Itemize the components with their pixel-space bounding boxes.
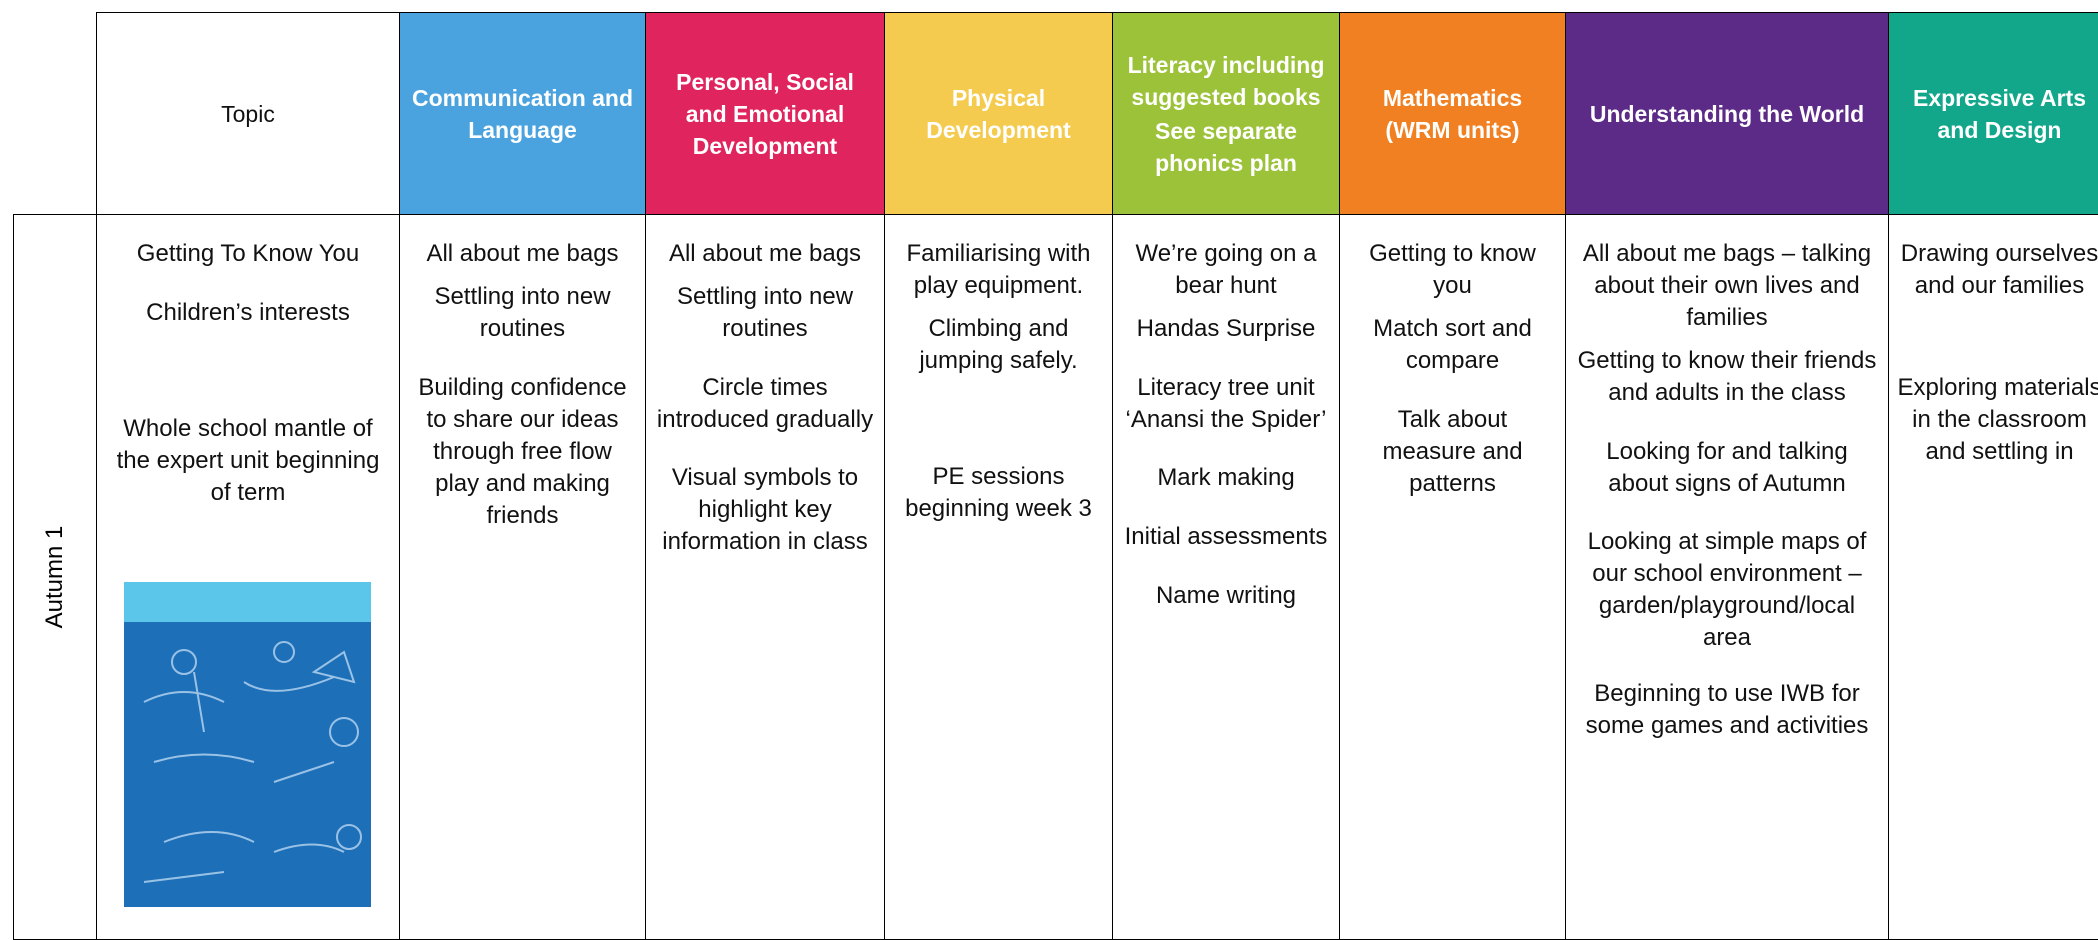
body-cell: All about me bags Settling into new routi… [645,214,885,940]
body-cell: Familiarising with play equipment. Climbi… [884,214,1113,940]
topic-photo [124,582,371,907]
cell-text: Looking for and talking about signs of A… [1606,438,1848,497]
row-label: Autumn 1 [13,214,97,940]
cell-text: Getting to know their friends and adults… [1577,347,1877,406]
cell-text: Beginning to use IWB for some games and … [1585,680,1869,739]
cell-text: Getting To Know You [136,240,360,267]
cell-text: Match sort and compare [1373,315,1532,374]
cell-text: Getting to know you [1369,240,1536,299]
column-header: Understanding the World [1565,12,1889,215]
header-text: Literacy including suggested books [1127,51,1325,110]
header-text: Personal, Social and Emotional Developme… [676,68,854,159]
cell-text: All about me bags – talking about their … [1582,240,1872,331]
cell-text: Talk about measure and patterns [1382,406,1523,497]
cell-text: All about me bags [426,240,619,267]
cell-text: Handas Surprise [1136,315,1316,342]
cell-text: Visual symbols to highlight key informat… [662,464,868,555]
cell-text: Familiarising with play equipment. [906,240,1091,299]
column-header: Expressive Arts and Design [1888,12,2098,215]
cell-text: Whole school mantle of the expert unit b… [116,415,380,506]
header-text: Topic [221,100,275,127]
cell-text: Drawing ourselves and our families [1900,240,2098,299]
column-header: Literacy including suggested books See se… [1112,12,1340,215]
body-cell: All about me bags Settling into new routi… [399,214,646,940]
column-header: Physical Development [884,12,1113,215]
header-text: See separate phonics plan [1155,117,1297,176]
column-header: Personal, Social and Emotional Developme… [645,12,885,215]
cell-text: Exploring materials in the classroom and… [1897,374,2098,465]
column-header: Mathematics (WRM units) [1339,12,1566,215]
cell-text: Initial assessments [1124,523,1328,550]
body-cell: All about me bags – talking about their … [1565,214,1889,940]
header-text: Mathematics (WRM units) [1382,84,1523,143]
header-text: Physical Development [926,84,1071,143]
header-text: Expressive Arts and Design [1912,84,2087,143]
cell-text: PE sessions beginning week 3 [905,463,1092,522]
cell-text: Name writing [1155,582,1297,609]
row-label-text: Autumn 1 [41,525,68,629]
body-cell: Getting to know you Match sort and compar… [1339,214,1566,940]
cell-text: Building confidence to share our ideas t… [418,374,627,529]
cell-text: We’re going on a bear hunt [1135,240,1317,299]
cell-text: Looking at simple maps of our school env… [1587,528,1867,651]
cell-text: Climbing and jumping safely. [919,315,1078,374]
topic-header: Topic [96,12,400,215]
cell-text: Circle times introduced gradually [656,374,874,433]
body-cell: Drawing ourselves and our families Explor… [1888,214,2098,940]
cell-text: All about me bags [668,240,862,267]
cell-text: Mark making [1157,464,1295,491]
cell-text: Children’s interests [146,299,350,326]
column-header: Communication and Language [399,12,646,215]
cell-text: Settling into new routines [676,283,854,342]
body-cell: We’re going on a bear hunt Handas Surpris… [1112,214,1340,940]
header-text: Understanding the World [1589,100,1865,127]
header-text: Communication and Language [411,84,634,143]
cell-text: Literacy tree unit ‘Anansi the Spider’ [1125,374,1327,433]
cell-text: Settling into new routines [434,283,611,342]
